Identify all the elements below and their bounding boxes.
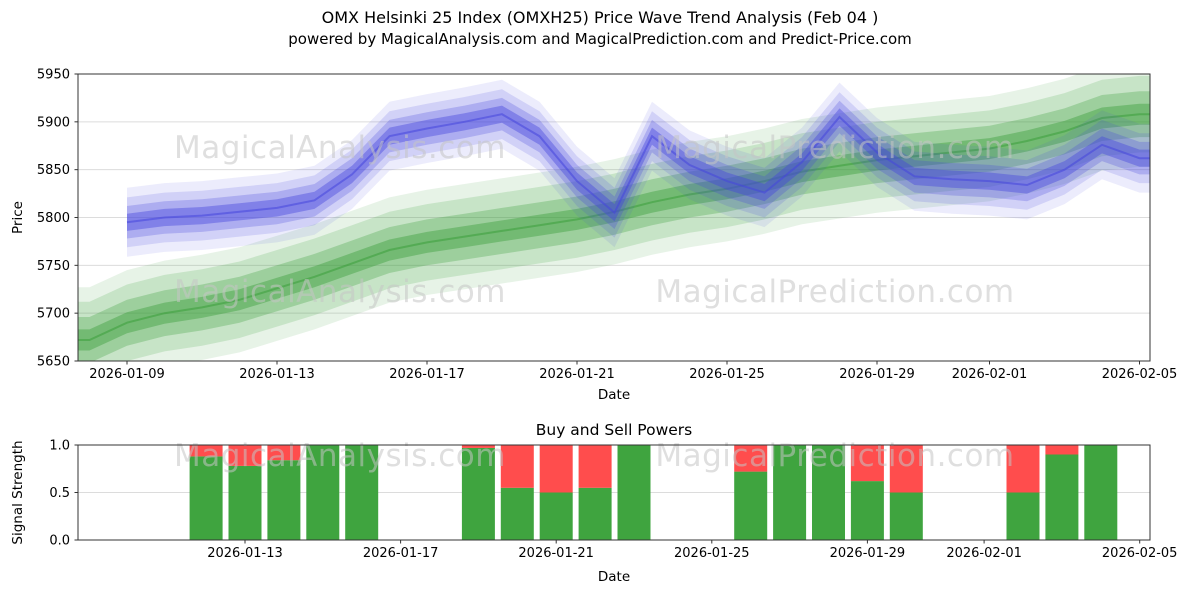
buy-bar (1006, 492, 1040, 540)
main-x-tick-label: 2026-02-05 (1102, 367, 1178, 382)
main-y-tick-label: 5800 (37, 211, 70, 226)
sell-bar (734, 445, 768, 472)
buy-bar (306, 445, 340, 540)
power-x-tick-label: 2026-01-13 (207, 546, 283, 561)
power-x-tick-label: 2026-02-01 (946, 546, 1022, 561)
buy-bar (500, 487, 534, 540)
buy-bar (267, 460, 301, 540)
power-xaxis-label: Date (598, 569, 630, 585)
sell-bar (461, 445, 495, 448)
main-x-tick-label: 2026-01-29 (839, 367, 915, 382)
buy-bar (1045, 454, 1079, 540)
power-y-tick-label: 0.0 (49, 534, 70, 549)
buy-bar (850, 481, 884, 540)
sell-bar (500, 445, 534, 488)
main-yaxis-label: Price (10, 201, 26, 234)
power-x-tick-label: 2026-01-29 (830, 546, 906, 561)
power-x-tick-label: 2026-01-25 (674, 546, 750, 561)
buy-bar (1084, 445, 1118, 540)
main-x-tick-label: 2026-01-21 (539, 367, 615, 382)
main-x-tick-label: 2026-01-13 (239, 367, 315, 382)
sell-bar (1006, 445, 1040, 493)
main-y-tick-label: 5850 (37, 163, 70, 178)
prediction-trend-band-layer (127, 89, 1150, 248)
sell-bar (267, 445, 301, 461)
power-x-tick-label: 2026-01-17 (363, 546, 439, 561)
buy-bar (617, 445, 651, 540)
analysis-trend-band-layer (78, 103, 1150, 351)
chart-header: OMX Helsinki 25 Index (OMXH25) Price Wav… (0, 7, 1200, 50)
watermark-magicalanalysis: MagicalAnalysis.com (174, 274, 506, 310)
prediction-trend-band-layer (127, 105, 1150, 231)
main-axis-ticks: 2026-01-09 2026-01-13 2026-01-17 2026-01-21… (37, 68, 1177, 383)
sell-bar (889, 445, 923, 493)
power-x-tick-label: 2026-02-05 (1102, 546, 1178, 561)
main-x-tick-label: 2026-02-01 (952, 367, 1028, 382)
watermark-magicalanalysis: MagicalAnalysis.com (174, 130, 506, 166)
buy-bar (539, 492, 573, 540)
buy-bar (189, 456, 223, 540)
sell-bar (189, 445, 223, 457)
power-y-tick-label: 1.0 (49, 439, 70, 454)
main-x-tick-label: 2026-01-25 (689, 367, 765, 382)
prediction-trend-band-centerline (126, 113, 1150, 224)
prediction-trend-band-layer (127, 79, 1150, 257)
main-x-tick-label: 2026-01-09 (89, 367, 165, 382)
chart-subtitle: powered by MagicalAnalysis.com and Magic… (288, 30, 912, 48)
main-y-tick-label: 5950 (37, 68, 70, 83)
signal-bars (189, 445, 1118, 540)
power-x-tick-label: 2026-01-21 (518, 546, 594, 561)
buy-bar (345, 445, 379, 540)
watermark-magicalprediction: MagicalPrediction.com (655, 438, 1014, 474)
buy-bar (889, 492, 923, 540)
power-y-tick-label: 0.5 (49, 486, 70, 501)
main-x-tick-label: 2026-01-17 (389, 367, 465, 382)
trend-bands (78, 74, 1150, 361)
watermarks: MagicalAnalysis.com MagicalPrediction.co… (174, 130, 1014, 474)
sell-bar (578, 445, 612, 488)
buy-bar (461, 447, 495, 540)
sell-bar (850, 445, 884, 482)
analysis-trend-band-layer (78, 75, 1150, 361)
sell-bar (539, 445, 573, 493)
watermark-magicalprediction: MagicalPrediction.com (655, 274, 1014, 310)
main-xaxis-label: Date (598, 387, 630, 403)
power-axis-ticks: 2026-01-13 2026-01-17 2026-01-21 2026-01-25… (49, 439, 1177, 562)
buy-bar (812, 445, 845, 540)
watermark-magicalanalysis: MagicalAnalysis.com (174, 438, 506, 474)
main-y-tick-label: 5900 (37, 115, 70, 130)
power-chart-title: Buy and Sell Powers (536, 421, 693, 439)
buy-bar (773, 445, 807, 540)
buy-bar (228, 465, 262, 540)
analysis-trend-band-layer (78, 74, 1150, 361)
main-y-tick-label: 5700 (37, 307, 70, 322)
buy-bar (734, 471, 768, 540)
chart-title: OMX Helsinki 25 Index (OMXH25) Price Wav… (321, 8, 879, 27)
power-yaxis-label: Signal Strength (10, 440, 26, 544)
prediction-trend-band-layer (127, 97, 1150, 239)
buy-bar (578, 487, 612, 540)
watermark-magicalprediction: MagicalPrediction.com (655, 130, 1014, 166)
sell-bar (1045, 445, 1079, 455)
sell-bar (228, 445, 262, 466)
main-y-tick-label: 5650 (37, 355, 70, 370)
main-y-tick-label: 5750 (37, 259, 70, 274)
